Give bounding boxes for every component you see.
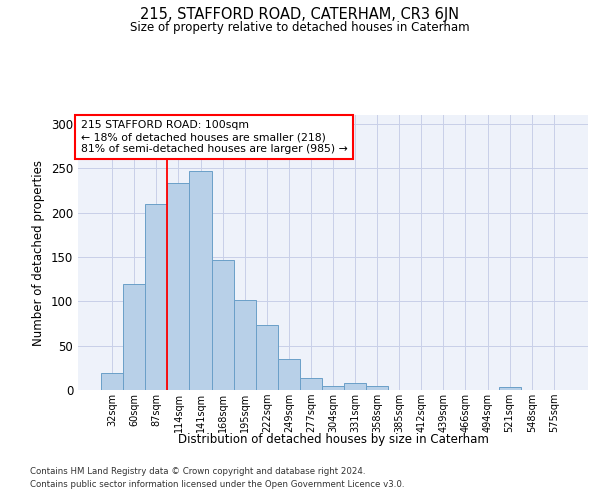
Text: Size of property relative to detached houses in Caterham: Size of property relative to detached ho…	[130, 21, 470, 34]
Bar	[212, 260, 233, 390]
Bar	[190, 171, 212, 390]
Text: Distribution of detached houses by size in Caterham: Distribution of detached houses by size …	[178, 432, 488, 446]
Bar	[167, 184, 190, 390]
Bar	[233, 300, 256, 390]
Bar	[256, 325, 278, 390]
Bar	[322, 386, 344, 390]
Bar	[300, 378, 322, 390]
Text: Contains public sector information licensed under the Open Government Licence v3: Contains public sector information licen…	[30, 480, 404, 489]
Text: Contains HM Land Registry data © Crown copyright and database right 2024.: Contains HM Land Registry data © Crown c…	[30, 468, 365, 476]
Bar	[145, 204, 167, 390]
Text: 215, STAFFORD ROAD, CATERHAM, CR3 6JN: 215, STAFFORD ROAD, CATERHAM, CR3 6JN	[140, 8, 460, 22]
Bar	[366, 386, 388, 390]
Bar	[278, 359, 300, 390]
Y-axis label: Number of detached properties: Number of detached properties	[32, 160, 46, 346]
Bar	[101, 373, 123, 390]
Bar	[344, 383, 366, 390]
Text: 215 STAFFORD ROAD: 100sqm
← 18% of detached houses are smaller (218)
81% of semi: 215 STAFFORD ROAD: 100sqm ← 18% of detac…	[80, 120, 347, 154]
Bar	[123, 284, 145, 390]
Bar	[499, 388, 521, 390]
